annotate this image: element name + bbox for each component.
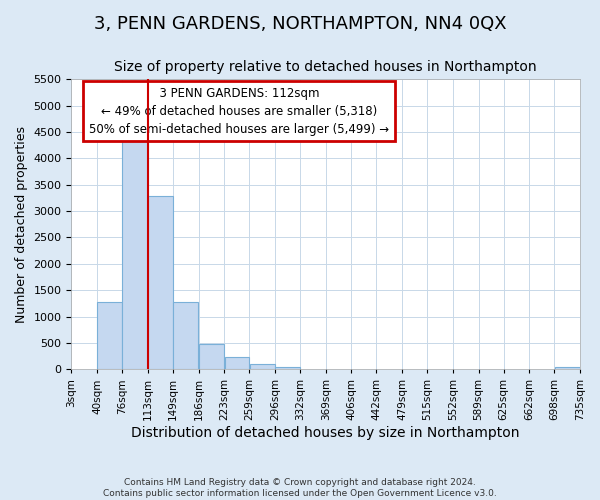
Bar	[97, 302, 122, 370]
Bar	[122, 140, 148, 370]
X-axis label: Distribution of detached houses by size in Northampton: Distribution of detached houses by size …	[131, 426, 520, 440]
Y-axis label: Number of detached properties: Number of detached properties	[15, 126, 28, 323]
Bar	[199, 344, 224, 370]
Text: Contains HM Land Registry data © Crown copyright and database right 2024.
Contai: Contains HM Land Registry data © Crown c…	[103, 478, 497, 498]
Bar	[148, 196, 173, 370]
Bar	[275, 366, 300, 370]
Title: Size of property relative to detached houses in Northampton: Size of property relative to detached ho…	[115, 60, 537, 74]
Bar	[224, 357, 249, 370]
Text: 3, PENN GARDENS, NORTHAMPTON, NN4 0QX: 3, PENN GARDENS, NORTHAMPTON, NN4 0QX	[94, 15, 506, 33]
Text: 3 PENN GARDENS: 112sqm  
← 49% of detached houses are smaller (5,318)
50% of sem: 3 PENN GARDENS: 112sqm ← 49% of detached…	[89, 86, 389, 136]
Bar	[554, 366, 580, 370]
Bar	[250, 364, 275, 370]
Bar	[173, 302, 198, 370]
